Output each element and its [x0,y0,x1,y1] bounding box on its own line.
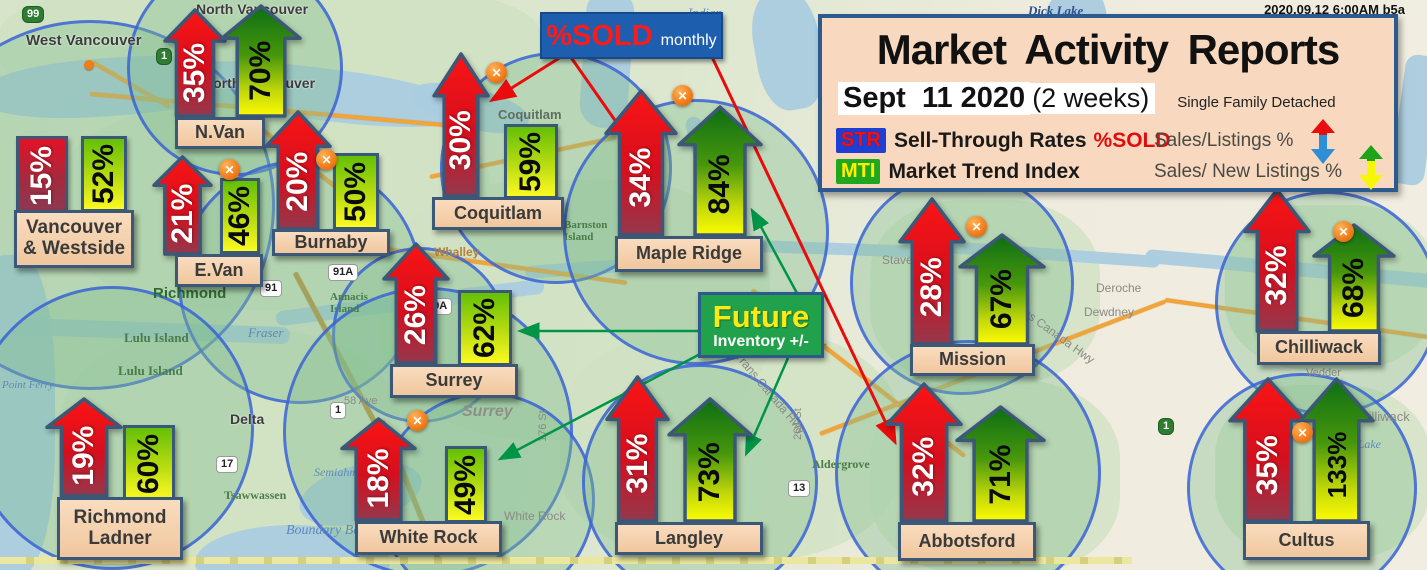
region-label-white-rock: White Rock [355,521,502,555]
sold-callout-title: %SOLD [546,20,653,52]
region-white-rock-str: 18% [340,417,417,522]
region-label-evan: E.Van [175,254,263,287]
report-period: (2 weeks) [1030,83,1156,114]
road-shield-icon: 91 [260,280,283,297]
region-coquitlam-str: 30% [432,52,490,198]
sold-out-x-icon: ✕ [672,85,693,106]
map-label: Whalley [434,245,480,259]
mti-desc: Sales/ New Listings % [1154,160,1342,182]
legend-mti-row: MTI Market Trend Index Sales/ New Listin… [836,159,1342,184]
road-shield-icon: 99 [22,6,45,23]
map-label: West Vancouver [26,32,142,49]
mti-up-down-arrow-icon [1359,145,1383,190]
map-label: Barnston Island [564,219,608,243]
map-label: Dick Lake [1028,3,1084,18]
future-callout-title: Future [712,298,810,334]
legend-str-row: STR Sell-Through Rates %SOLD Sales/Listi… [836,128,1293,153]
region-label-coquitlam: Coquitlam [432,197,564,230]
str-label: Sell-Through Rates [894,128,1087,152]
region-evan-mti-box [220,178,260,254]
mti-badge: MTI [836,159,881,184]
region-white-rock-mti-box [445,446,487,523]
map-label: Tsawwassen [224,488,287,502]
str-sold-label: %SOLD [1093,128,1171,152]
region-nvan-str: 35% [163,8,227,118]
region-label-vancouver-westside: Vancouver & Westside [14,210,134,268]
region-label-mission: Mission [910,344,1035,376]
sold-out-x-icon: ✕ [219,159,240,180]
map-label: Lulu Island [118,363,183,378]
report-date: Sept 11 2020 [838,82,1031,115]
map-label: Lulu Island [124,330,189,345]
region-evan-mti: 46% [220,178,260,254]
region-label-chilliwack: Chilliwack [1257,331,1381,365]
map-label: White Rock [504,509,566,523]
sold-out-x-icon: ✕ [407,410,428,431]
map-label: Coquitlam [498,107,562,122]
region-label-nvan: N.Van [175,117,265,149]
sold-out-x-icon: ✕ [1333,221,1354,242]
map-label: Surrey [462,403,513,420]
road-shield-icon: 91A [328,264,359,281]
mti-label: Market Trend Index [888,159,1080,183]
str-desc: Sales/Listings % [1154,129,1294,151]
road-shield-icon: 1 [1158,418,1175,435]
str-up-down-arrow-icon [1311,119,1335,164]
region-label-surrey: Surrey [390,364,518,398]
road-shield-icon: 1 [156,48,173,65]
map-label: Point Ferry [2,379,54,391]
region-coquitlam-mti-box [504,124,558,199]
sold-callout-subtitle: monthly [660,32,717,49]
report-timestamp: 2020.09.12 6:00AM b5a [1264,2,1405,17]
sold-out-x-icon: ✕ [1292,422,1313,443]
map-edge-strip [0,557,1132,564]
report-title: Market Activity Reports [876,26,1341,73]
map-label: Delta [230,411,265,427]
region-surrey-str: 26% [382,242,450,365]
future-inventory-callout: Future Inventory +/- [698,292,824,358]
map-label: 58 Ave [344,395,378,407]
region-label-richmond-ladner: Richmond Ladner [57,497,183,560]
map-label: Richmond [153,285,227,302]
region-coquitlam-mti: 59% [504,124,558,199]
future-callout-subtitle: Inventory +/- [713,332,809,350]
region-label-burnaby: Burnaby [272,229,390,256]
region-burnaby-mti-box [333,153,379,230]
region-burnaby-mti: 50% [333,153,379,230]
sold-monthly-callout: %SOLD monthly [540,12,723,59]
region-label-langley: Langley [615,522,763,555]
road-shield-icon: 1 [330,402,347,419]
map-label: Fraser [248,325,284,340]
map-label: Deroche [1096,281,1142,295]
report-date-row: Sept 11 2020 (2 weeks) Single Family Det… [838,82,1336,115]
map-label: Aldergrove [812,457,870,471]
region-label-abbotsford: Abbotsford [898,522,1036,561]
sold-out-x-icon: ✕ [486,62,507,83]
sold-out-x-icon: ✕ [966,216,987,237]
property-type: Single Family Detached [1177,94,1336,111]
str-badge: STR [836,128,886,153]
road-shield-icon: 13 [788,480,811,497]
region-label-cultus: Cultus [1243,521,1370,560]
region-circle [1187,373,1417,570]
region-abbotsford-mti: 71% [955,405,1046,523]
road-shield-icon: 17 [216,456,239,473]
region-nvan-mti: 70% [220,4,302,118]
region-richmond-ladner-str: 19% [45,397,123,498]
map-label: Annacis Island [330,291,368,315]
map-label: Dewdney [1084,305,1135,319]
region-white-rock-mti: 49% [445,446,487,523]
map-label: Vedder [1306,367,1341,379]
sold-out-x-icon: ✕ [316,149,337,170]
map-marker-dot [84,60,94,70]
